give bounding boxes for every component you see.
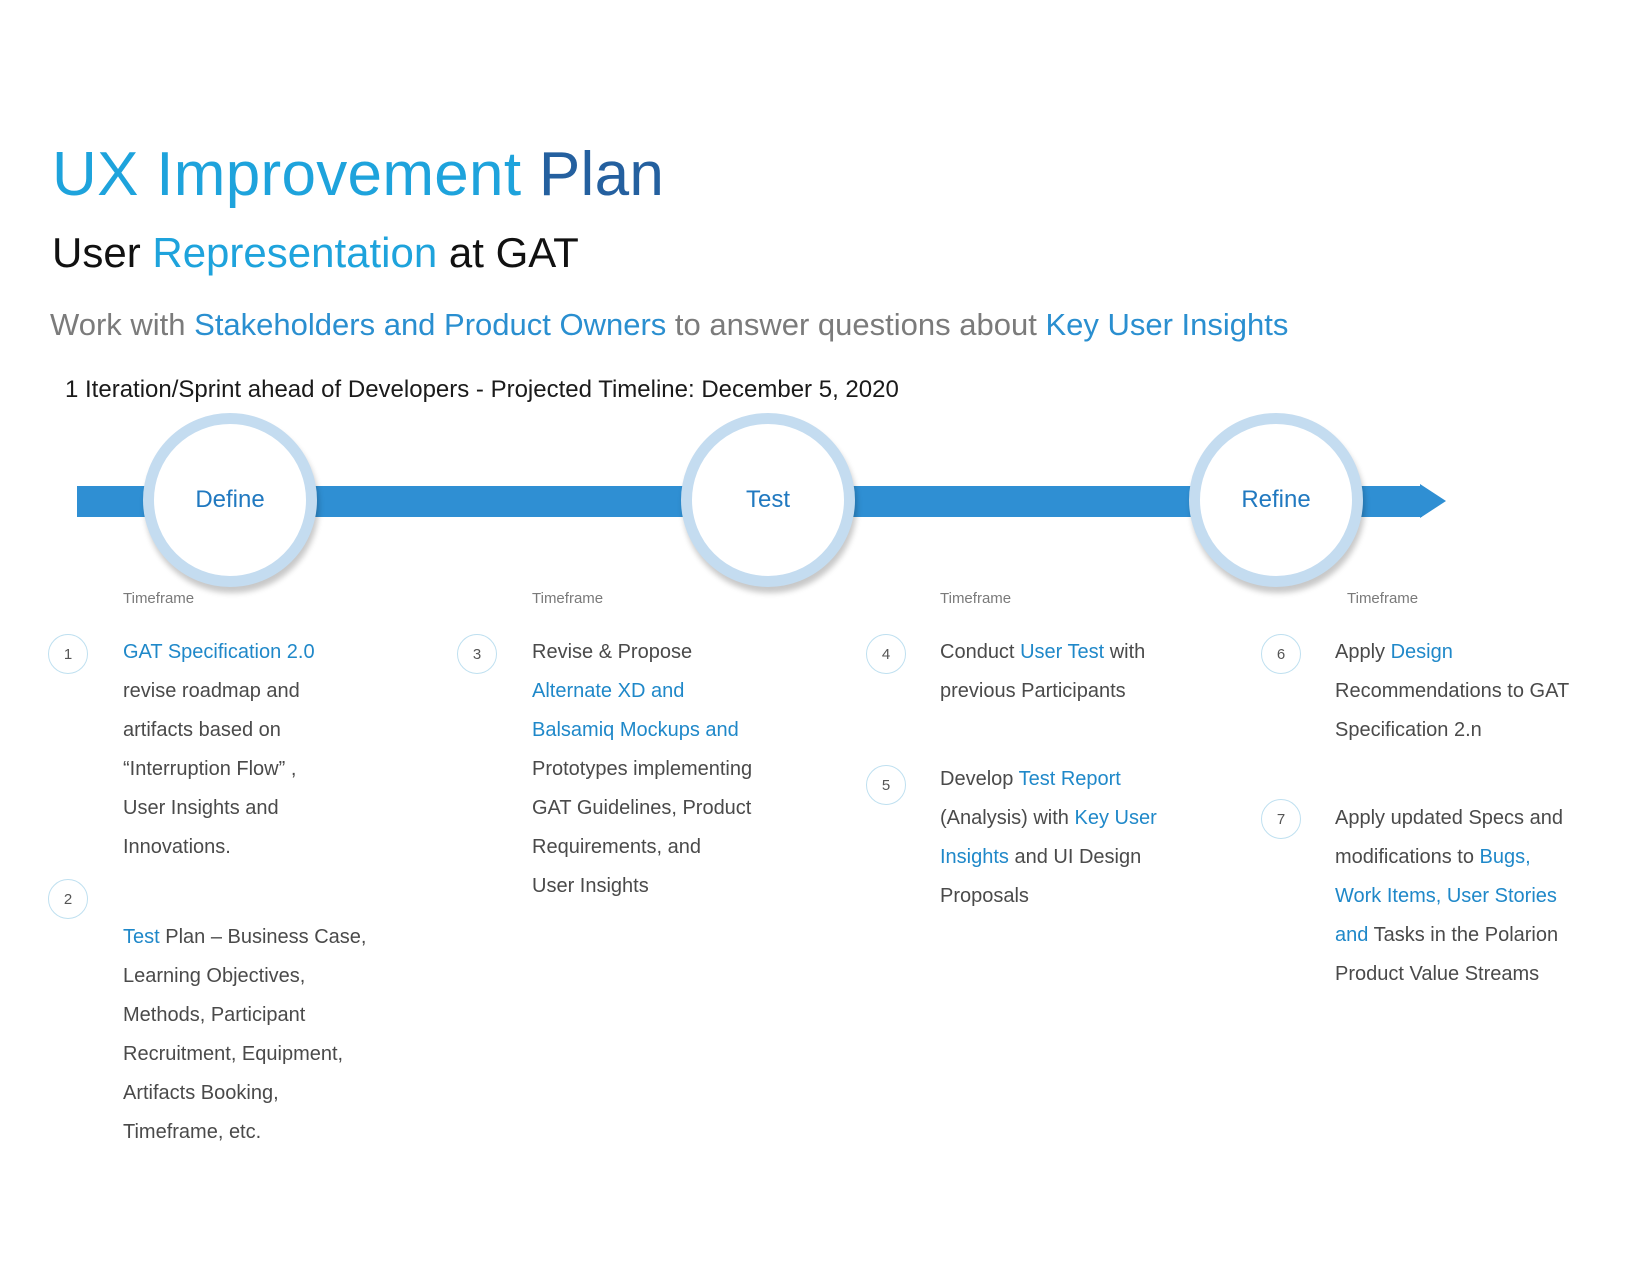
- subtitle-part-1: User: [52, 229, 141, 276]
- tagline-part-2: Stakeholders and Product Owners: [194, 307, 667, 342]
- phase-define-label: Define: [195, 486, 265, 513]
- step-3-line: Requirements, and: [532, 836, 701, 858]
- step-4-line: with: [1104, 641, 1146, 663]
- step-7-link[interactable]: and: [1335, 924, 1369, 946]
- step-3-link[interactable]: Alternate XD and: [532, 680, 685, 702]
- step-4-text: Conduct User Test with previous Particip…: [940, 633, 1145, 711]
- subtitle-part-3: at GAT: [448, 229, 579, 276]
- step-6-line: Specification 2.n: [1335, 719, 1482, 741]
- timeline-note: 1 Iteration/Sprint ahead of Developers -…: [65, 376, 899, 403]
- page-subtitle: User Representation at GAT: [52, 228, 579, 278]
- step-5-line: and UI Design: [1008, 846, 1142, 868]
- step-2-line: Plan – Business Case,: [159, 926, 367, 948]
- timeframe-label-1: Timeframe: [123, 590, 195, 607]
- step-7-line: Product Value Streams: [1335, 963, 1540, 985]
- step-7-link[interactable]: Bugs,: [1479, 846, 1531, 868]
- phase-refine: Refine: [1189, 413, 1363, 587]
- step-1-line: User Insights and: [123, 797, 279, 819]
- step-1-text: GAT Specification 2.0 revise roadmap and…: [123, 633, 315, 867]
- step-3-line: GAT Guidelines, Product: [532, 797, 752, 819]
- tagline-part-4: Key User Insights: [1045, 307, 1289, 342]
- step-5-text: Develop Test Report (Analysis) with Key …: [940, 760, 1157, 916]
- step-2-line: Timeframe, etc.: [123, 1121, 262, 1143]
- tagline-part-1: Work with: [50, 307, 186, 342]
- timeframe-label-4: Timeframe: [1347, 590, 1419, 607]
- step-2-line: Learning Objectives,: [123, 965, 306, 987]
- step-number-2: 2: [48, 879, 88, 919]
- phase-test: Test: [681, 413, 855, 587]
- step-6-line: Apply: [1335, 641, 1391, 663]
- step-3-line: Revise & Propose: [532, 641, 693, 663]
- step-7-line: Apply updated Specs and: [1335, 807, 1563, 829]
- step-number-3: 3: [457, 634, 497, 674]
- step-3-line: Prototypes implementing: [532, 758, 753, 780]
- page-title: UX Improvement Plan: [52, 140, 664, 210]
- phase-define: Define: [143, 413, 317, 587]
- step-6-line: Recommendations to GAT: [1335, 680, 1570, 702]
- step-3-text: Revise & Propose Alternate XD and Balsam…: [532, 633, 752, 906]
- step-2-line: Methods, Participant: [123, 1004, 306, 1026]
- tagline-part-3: to answer questions about: [674, 307, 1037, 342]
- step-1-link[interactable]: GAT Specification 2.0: [123, 641, 315, 663]
- step-number-6: 6: [1261, 634, 1301, 674]
- phase-refine-label: Refine: [1241, 486, 1311, 513]
- timeframe-label-3: Timeframe: [940, 590, 1012, 607]
- step-1-line: “Interruption Flow” ,: [123, 758, 297, 780]
- step-number-4: 4: [866, 634, 906, 674]
- timeline-arrow-head: [1420, 484, 1446, 518]
- step-5-link[interactable]: Test Report: [1018, 768, 1121, 790]
- step-number-7: 7: [1261, 799, 1301, 839]
- step-7-link[interactable]: Work Items, User Stories: [1335, 885, 1557, 907]
- step-5-line: Develop: [940, 768, 1019, 790]
- step-1-line: revise roadmap and: [123, 680, 300, 702]
- step-1-line: Innovations.: [123, 836, 231, 858]
- step-3-link[interactable]: Balsamiq Mockups and: [532, 719, 739, 741]
- step-4-line: Conduct: [940, 641, 1021, 663]
- step-7-text: Apply updated Specs and modifications to…: [1335, 799, 1563, 994]
- step-2-text: Test Plan – Business Case, Learning Obje…: [123, 918, 366, 1152]
- title-part-1: UX Improvement: [52, 140, 522, 209]
- subtitle-part-2: Representation: [152, 229, 438, 276]
- step-4-link[interactable]: User Test: [1020, 641, 1105, 663]
- step-2-line: Artifacts Booking,: [123, 1082, 279, 1104]
- step-5-line: (Analysis) with: [940, 807, 1075, 829]
- title-part-2: Plan: [538, 140, 665, 209]
- phase-test-label: Test: [745, 486, 790, 513]
- step-6-link[interactable]: Design: [1390, 641, 1453, 663]
- step-5-link[interactable]: Insights: [940, 846, 1009, 868]
- tagline: Work with Stakeholders and Product Owner…: [50, 305, 1288, 345]
- step-5-link[interactable]: Key User: [1074, 807, 1157, 829]
- step-number-5: 5: [866, 765, 906, 805]
- step-7-line: Tasks in the Polarion: [1368, 924, 1559, 946]
- timeframe-label-2: Timeframe: [532, 590, 604, 607]
- step-2-link[interactable]: Test: [123, 926, 160, 948]
- step-2-line: Recruitment, Equipment,: [123, 1043, 344, 1065]
- step-5-line: Proposals: [940, 885, 1029, 907]
- step-6-text: Apply Design Recommendations to GAT Spec…: [1335, 633, 1569, 750]
- step-3-line: User Insights: [532, 875, 649, 897]
- step-number-1: 1: [48, 634, 88, 674]
- step-7-line: modifications to: [1335, 846, 1480, 868]
- step-4-line: previous Participants: [940, 680, 1126, 702]
- step-1-line: artifacts based on: [123, 719, 281, 741]
